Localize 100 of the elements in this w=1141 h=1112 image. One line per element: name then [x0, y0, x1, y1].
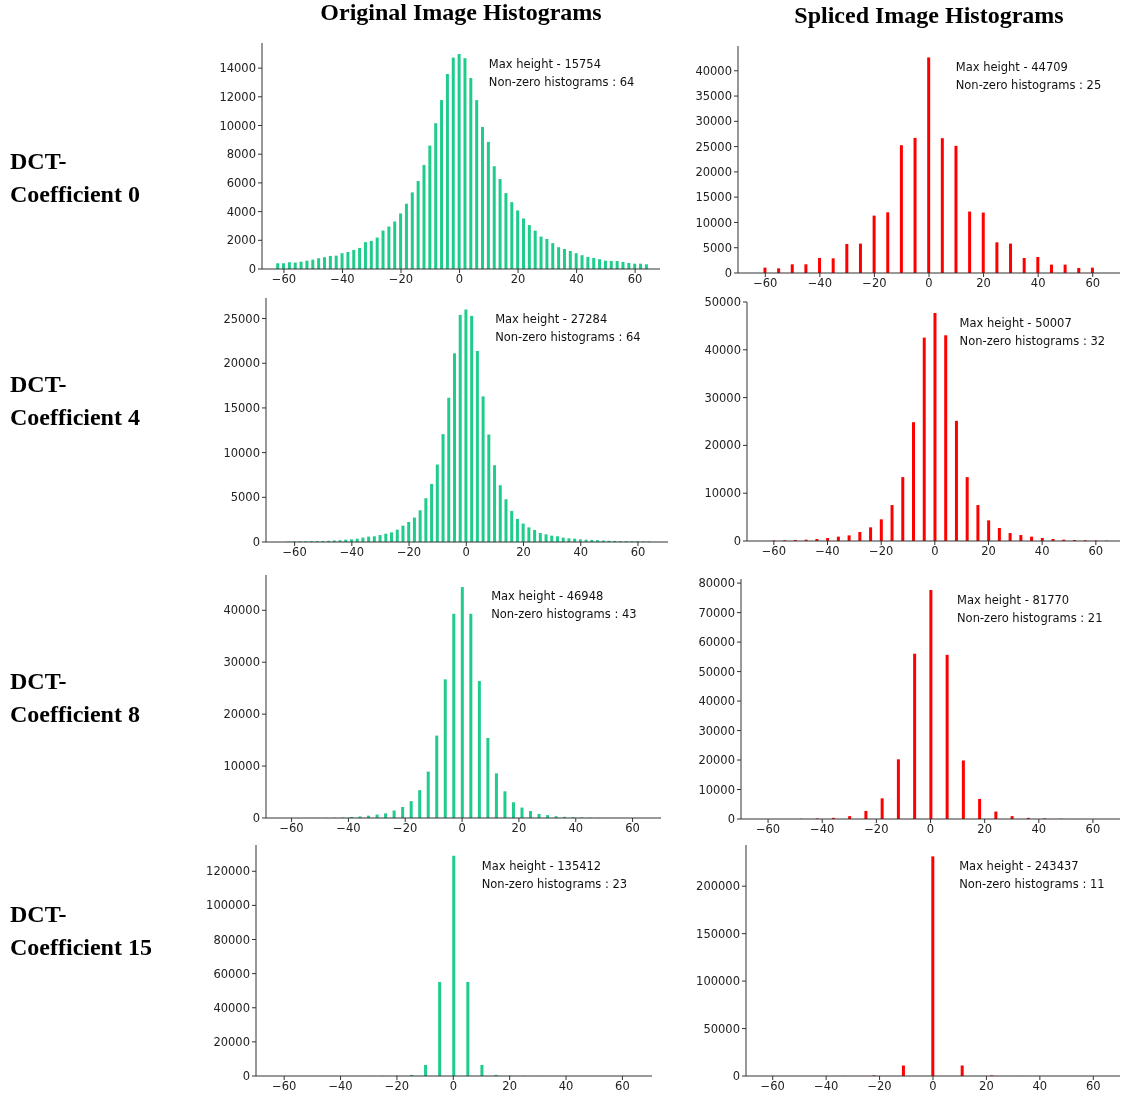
y-tick-label: 0 [242, 1069, 250, 1084]
x-tick-label: 60 [615, 1079, 630, 1094]
x-tick-label: 20 [511, 821, 527, 836]
y-tick-label: 50000 [698, 664, 735, 679]
annotation: Non-zero histograms : 11 [959, 876, 1105, 893]
y-tick-label: 40000 [223, 603, 260, 618]
x-tick-label: −60 [753, 276, 778, 291]
annotation: Non-zero histograms : 32 [959, 333, 1106, 350]
x-tick-label: 60 [1085, 276, 1101, 291]
x-tick-label: −20 [869, 544, 894, 559]
y-tick-label: 25000 [223, 311, 260, 326]
x-tick-label: 0 [449, 1079, 457, 1094]
y-tick-label: 40000 [213, 1000, 250, 1015]
x-tick-label: −20 [388, 272, 414, 287]
x-tick-label: −40 [815, 544, 840, 559]
y-tick-label: 10000 [223, 759, 260, 774]
x-tick-label: 20 [510, 272, 526, 287]
x-tick-label: 20 [979, 1079, 994, 1094]
y-tick-label: 0 [252, 811, 260, 826]
x-tick-label: −40 [336, 821, 361, 836]
x-tick-label: 60 [625, 821, 640, 836]
y-tick-label: 20000 [695, 164, 732, 179]
x-tick-label: −20 [862, 276, 887, 291]
y-tick-label: 20000 [223, 707, 260, 722]
x-tick-label: 40 [1032, 1079, 1048, 1094]
x-tick-label: 0 [925, 276, 933, 291]
y-tick-label: 0 [733, 534, 741, 549]
x-tick-label: −20 [864, 822, 889, 837]
x-tick-label: −40 [814, 1079, 839, 1094]
y-tick-label: 30000 [223, 655, 260, 670]
x-tick-label: 0 [458, 821, 466, 836]
annotation: Non-zero histograms : 23 [481, 876, 628, 893]
y-tick-label: 120000 [206, 864, 250, 879]
y-tick-label: 14000 [219, 61, 256, 76]
y-tick-label: 4000 [226, 204, 256, 219]
y-tick-label: 20000 [698, 753, 735, 768]
y-tick-label: 5000 [230, 490, 260, 505]
x-tick-label: 60 [1085, 822, 1101, 837]
annotation: Non-zero histograms : 64 [488, 74, 635, 91]
x-tick-label: 40 [569, 272, 584, 287]
x-tick-label: 40 [558, 1079, 574, 1094]
y-tick-label: 30000 [698, 723, 735, 738]
x-tick-label: −40 [328, 1079, 353, 1094]
y-tick-label: 10000 [695, 215, 732, 230]
annotation: Max height - 44709 [955, 59, 1069, 76]
y-tick-label: 60000 [213, 966, 250, 981]
y-tick-label: 20000 [223, 356, 260, 371]
x-tick-label: −20 [396, 545, 422, 560]
y-tick-label: 15000 [695, 190, 732, 205]
x-tick-label: 60 [1088, 544, 1104, 559]
y-tick-label: 50000 [703, 1021, 740, 1036]
y-tick-label: 100000 [206, 898, 250, 913]
y-tick-label: 2000 [226, 233, 256, 248]
y-tick-label: 30000 [704, 390, 741, 405]
x-tick-label: −60 [282, 545, 307, 560]
annotation: Max height - 135412 [481, 858, 603, 875]
y-tick-label: 40000 [695, 63, 732, 78]
y-tick-label: 30000 [695, 114, 732, 129]
y-axis-title: DCT- Coefficient 8 [10, 667, 140, 729]
y-tick-label: 10000 [698, 782, 735, 797]
y-tick-label: 80000 [213, 932, 250, 947]
y-axis-title: DCT- Coefficient 0 [10, 147, 140, 209]
annotation: Non-zero histograms : 43 [491, 606, 637, 623]
x-tick-label: 20 [976, 276, 991, 291]
y-tick-label: 6000 [226, 175, 256, 190]
annotation: Max height - 27284 [495, 311, 609, 328]
x-tick-label: −40 [810, 822, 835, 837]
annotation: Max height - 50007 [959, 315, 1073, 332]
x-tick-label: −20 [393, 821, 418, 836]
x-tick-label: 0 [931, 544, 939, 559]
x-tick-label: 20 [981, 544, 996, 559]
x-tick-label: 20 [977, 822, 992, 837]
y-tick-label: 100000 [696, 974, 740, 989]
x-tick-label: −60 [272, 1079, 297, 1094]
x-tick-label: 20 [502, 1079, 517, 1094]
annotation: Non-zero histograms : 21 [957, 610, 1103, 627]
annotation: Max height - 243437 [959, 858, 1080, 875]
x-tick-label: −40 [330, 272, 355, 287]
y-tick-label: 25000 [695, 139, 732, 154]
x-tick-label: −20 [384, 1079, 410, 1094]
x-tick-label: 40 [1034, 544, 1050, 559]
x-tick-label: 60 [627, 272, 643, 287]
x-tick-label: −60 [760, 1079, 785, 1094]
y-tick-label: 150000 [696, 926, 740, 941]
annotation: Max height - 46948 [491, 588, 605, 605]
y-tick-label: 0 [248, 262, 256, 277]
chart-title: Original Image Histograms [319, 0, 603, 26]
y-tick-label: 10000 [219, 118, 256, 133]
annotation: Non-zero histograms : 64 [495, 329, 641, 346]
chart-title: Spliced Image Histograms [793, 2, 1065, 29]
x-tick-label: 60 [1085, 1079, 1101, 1094]
x-tick-label: −20 [867, 1079, 892, 1094]
y-tick-label: 35000 [695, 89, 732, 104]
x-tick-label: 0 [926, 822, 935, 837]
y-tick-label: 15000 [223, 401, 260, 416]
y-tick-label: 10000 [704, 486, 741, 501]
y-axis-title: DCT- Coefficient 15 [10, 900, 152, 962]
x-tick-label: −60 [271, 272, 297, 287]
annotation: Non-zero histograms : 25 [955, 77, 1102, 94]
x-tick-label: −40 [807, 276, 832, 291]
